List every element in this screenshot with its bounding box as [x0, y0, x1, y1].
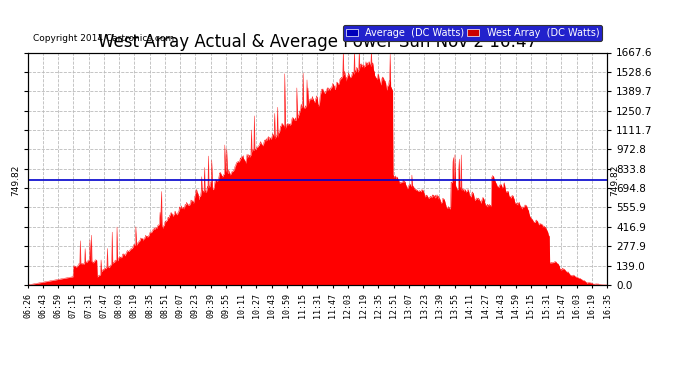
- Text: 749.82: 749.82: [11, 165, 20, 196]
- Legend: Average  (DC Watts), West Array  (DC Watts): Average (DC Watts), West Array (DC Watts…: [343, 25, 602, 40]
- Text: Copyright 2014 Cartronics.com: Copyright 2014 Cartronics.com: [33, 34, 175, 43]
- Title: West Array Actual & Average Power Sun Nov 2 16:47: West Array Actual & Average Power Sun No…: [98, 33, 537, 51]
- Text: 749.82: 749.82: [610, 165, 619, 196]
